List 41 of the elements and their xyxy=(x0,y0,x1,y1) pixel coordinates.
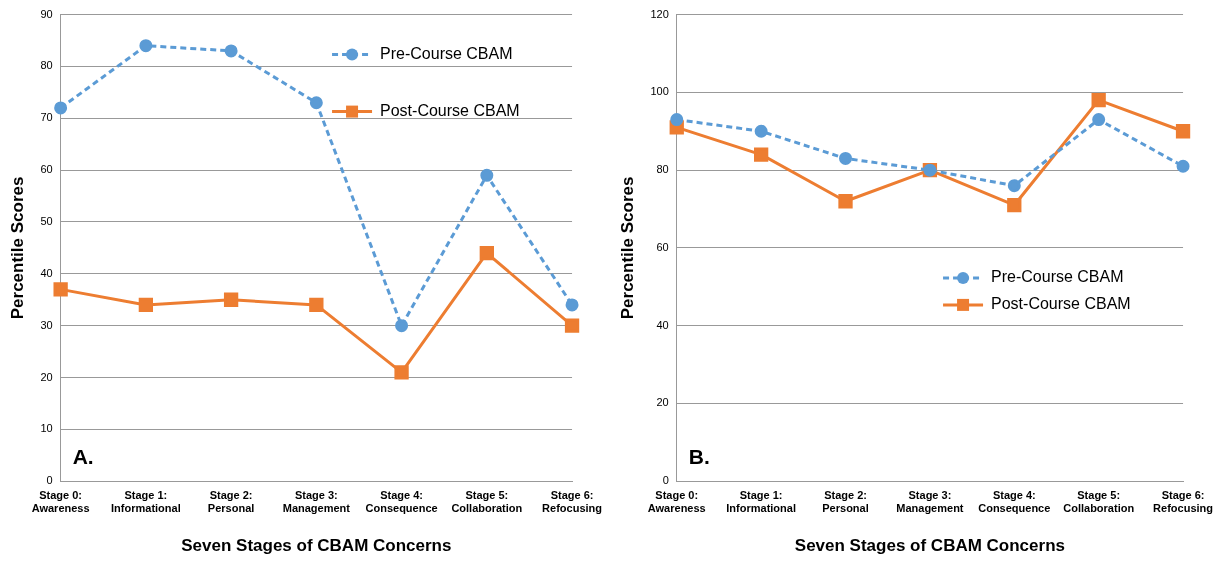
y-tick-label: 70 xyxy=(40,111,53,124)
annotation: A. xyxy=(72,445,94,469)
x-axis-title: Seven Stages of CBAM Concerns xyxy=(794,536,1065,556)
y-tick-label: 50 xyxy=(40,215,53,228)
x-tick-label: Stage 6: Refocusing xyxy=(1153,488,1214,515)
y-tick-label: 80 xyxy=(40,59,53,72)
legend-label: Pre-Course CBAM xyxy=(380,45,513,63)
x-tick-label: Stage 5: Collaboration xyxy=(1063,488,1135,515)
y-tick-label: 40 xyxy=(40,266,53,279)
y-tick-label: 80 xyxy=(656,163,669,176)
x-tick-label: Stage 1: Informational xyxy=(111,488,181,515)
y-tick-label: 10 xyxy=(40,422,53,435)
x-tick-label: Stage 2: Personal xyxy=(822,488,869,515)
x-tick-label: Stage 6: Refocusing xyxy=(542,488,603,515)
x-tick-label: Stage 2: Personal xyxy=(207,488,255,515)
legend-label: Post-Course CBAM xyxy=(380,102,520,120)
x-tick-label: Stage 4: Consequence xyxy=(365,488,438,515)
y-tick-label: 0 xyxy=(662,474,669,487)
y-tick-label: 30 xyxy=(40,318,53,331)
x-tick-label: Stage 5: Collaboration xyxy=(451,488,523,515)
y-tick-label: 90 xyxy=(40,7,53,20)
y-tick-label: 120 xyxy=(650,7,669,20)
y-tick-label: 100 xyxy=(650,85,669,98)
x-axis-title: Seven Stages of CBAM Concerns xyxy=(181,536,452,556)
legend-label: Post-Course CBAM xyxy=(991,295,1131,313)
y-tick-label: 60 xyxy=(40,163,53,176)
y-tick-label: 20 xyxy=(40,370,53,383)
y-tick-label: 0 xyxy=(46,474,53,487)
y-axis-title: Percentile Scores xyxy=(7,176,27,320)
x-tick-label: Stage 1: Informational xyxy=(726,488,796,515)
x-tick-label: Stage 3: Management xyxy=(282,488,351,515)
annotation: B. xyxy=(688,445,710,469)
x-tick-label: Stage 0: Awareness xyxy=(31,488,90,515)
legend-label: Pre-Course CBAM xyxy=(991,268,1124,286)
y-axis-title: Percentile Scores xyxy=(617,176,637,320)
y-tick-label: 40 xyxy=(656,318,669,331)
x-tick-label: Stage 0: Awareness xyxy=(647,488,706,515)
x-tick-label: Stage 4: Consequence xyxy=(978,488,1051,515)
y-tick-label: 60 xyxy=(656,240,669,253)
y-tick-label: 20 xyxy=(656,396,669,409)
x-tick-label: Stage 3: Management xyxy=(896,488,964,515)
